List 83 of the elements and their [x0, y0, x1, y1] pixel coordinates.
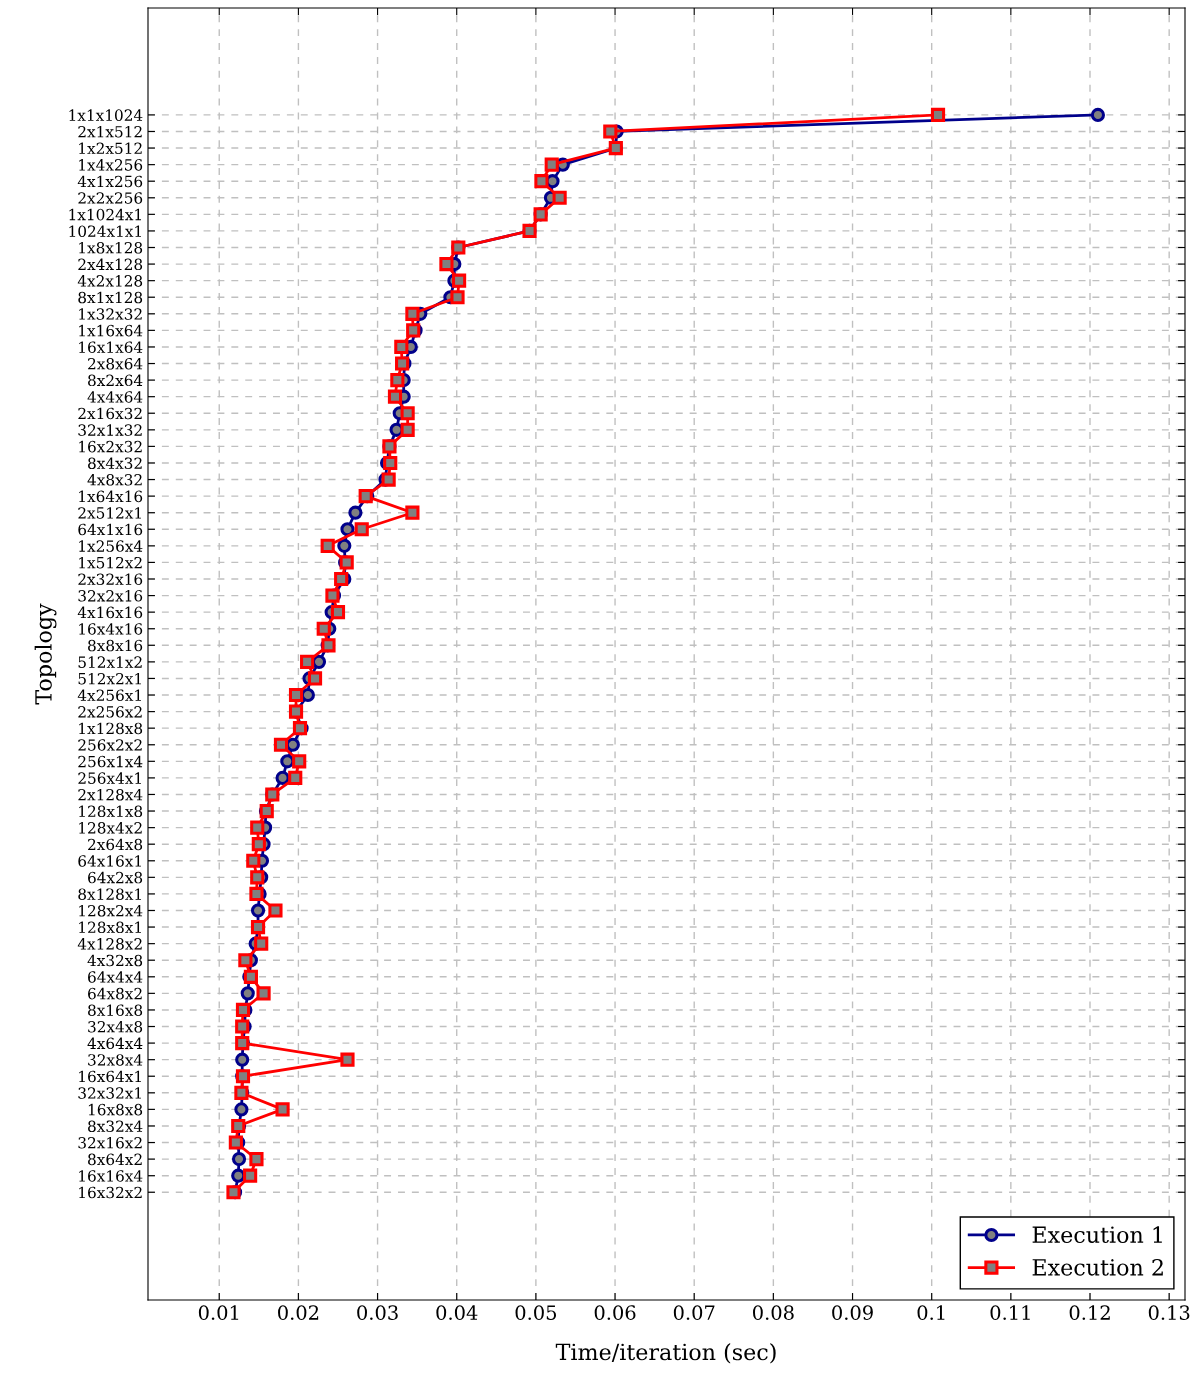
- y-tick-label: 128x1x8: [79, 805, 143, 818]
- y-tick-label: 4x16x16: [77, 606, 143, 619]
- x-tick-label: 0.11: [990, 1305, 1030, 1320]
- y-tick-label: 4x1x256: [77, 175, 143, 188]
- y-tick-label: 1x1x1024: [69, 109, 143, 121]
- x-tick-label: 0.07: [673, 1305, 715, 1320]
- y-tick-label: 1x32x32: [79, 308, 142, 320]
- y-tick-label: 128x8x1: [79, 921, 141, 934]
- y-tick-label: 2x128x4: [78, 788, 143, 801]
- x-tick-label: 0.1: [917, 1305, 945, 1320]
- y-tick-label: 4x128x2: [77, 938, 142, 950]
- x-tick-label: 0.06: [594, 1305, 636, 1320]
- y-tick-label: 256x1x4: [78, 755, 143, 768]
- x-axis-title: Time/iteration (sec): [555, 1343, 776, 1364]
- y-tick-label: 1x1024x1: [69, 208, 141, 221]
- y-tick-label: 128x4x2: [79, 822, 142, 834]
- y-axis-title: Topology: [34, 603, 57, 705]
- y-tick-label: 8x16x8: [88, 1004, 143, 1016]
- y-tick-label: 4x2x128: [77, 275, 143, 287]
- y-tick-label: 32x32x1: [78, 1087, 141, 1099]
- y-tick-label: 2x16x32: [78, 407, 142, 420]
- y-tick-label: 64x8x2: [88, 987, 142, 1000]
- legend-label: Execution 2: [1032, 1258, 1163, 1276]
- y-tick-label: 128x2x4: [79, 904, 143, 917]
- x-tick-label: 0.04: [436, 1305, 478, 1320]
- y-tick-label: 2x8x64: [88, 357, 143, 370]
- y-tick-label: 1x4x256: [79, 159, 143, 171]
- y-tick-label: 8x32x4: [88, 1120, 143, 1132]
- y-tick-label: 4x32x8: [87, 954, 143, 967]
- y-tick-label: 16x2x32: [79, 440, 142, 453]
- y-tick-label: 16x4x16: [79, 623, 143, 635]
- y-tick-label: 4x8x32: [87, 474, 142, 486]
- x-tick-label: 0.05: [515, 1305, 557, 1320]
- y-tick-label: 8x64x2: [88, 1153, 142, 1166]
- y-tick-label: 2x512x1: [78, 507, 141, 519]
- y-tick-label: 32x1x32: [78, 424, 142, 436]
- y-tick-label: 1x16x64: [79, 324, 143, 337]
- y-tick-label: 16x64x1: [79, 1070, 141, 1083]
- x-tick-label: 0.12: [1069, 1305, 1110, 1320]
- x-tick-label: 0.09: [832, 1305, 873, 1320]
- y-tick-label: 8x8x16: [88, 639, 143, 652]
- y-tick-label: 2x256x2: [78, 706, 142, 718]
- y-tick-label: 2x4x128: [78, 258, 143, 271]
- y-tick-label: 4x4x64: [87, 391, 143, 403]
- y-tick-label: 512x1x2: [78, 656, 142, 668]
- y-tick-label: 64x1x16: [78, 523, 143, 536]
- y-tick-label: 32x8x4: [88, 1054, 143, 1066]
- y-tick-label: 256x2x2: [78, 739, 142, 751]
- y-tick-label: 8x1x128: [78, 291, 143, 304]
- y-tick-label: 16x1x64: [79, 341, 143, 353]
- y-tick-label: 512x2x1: [78, 672, 141, 685]
- y-tick-label: 32x4x8: [88, 1020, 143, 1033]
- y-tick-label: 2x32x16: [78, 573, 143, 586]
- y-tick-label: 1x512x2: [79, 556, 142, 569]
- x-tick-label: 0.02: [278, 1305, 319, 1320]
- x-tick-label: 0.13: [1148, 1305, 1190, 1320]
- x-tick-label: 0.08: [753, 1305, 794, 1320]
- y-tick-label: 4x64x4: [87, 1037, 143, 1050]
- y-tick-label: 32x2x16: [78, 590, 143, 602]
- y-tick-label: 16x16x4: [79, 1170, 143, 1182]
- y-tick-label: 8x2x64: [88, 374, 143, 387]
- legend-label: Execution 1: [1032, 1226, 1162, 1244]
- y-tick-label: 1024x1x1: [69, 225, 141, 237]
- y-tick-label: 4x256x1: [77, 689, 141, 702]
- x-tick-label: 0.03: [357, 1305, 398, 1320]
- y-tick-label: 256x4x1: [78, 772, 141, 784]
- y-tick-label: 8x4x32: [88, 457, 142, 469]
- y-tick-label: 8x128x1: [78, 888, 141, 900]
- y-tick-label: 32x16x2: [78, 1137, 142, 1149]
- y-tick-label: 1x8x128: [79, 241, 143, 254]
- y-tick-label: 64x4x4: [88, 971, 143, 983]
- y-tick-label: 2x1x512: [78, 125, 142, 138]
- y-tick-label: 64x16x1: [78, 855, 141, 867]
- y-tick-label: 1x64x16: [79, 490, 143, 503]
- y-tick-label: 1x2x512: [79, 142, 142, 155]
- y-tick-label: 1x256x4: [79, 540, 143, 552]
- y-tick-label: 2x64x8: [88, 838, 143, 851]
- y-tick-label: 16x32x2: [79, 1186, 142, 1199]
- y-tick-label: 64x2x8: [88, 871, 143, 884]
- x-tick-label: 0.01: [198, 1305, 239, 1320]
- y-tick-label: 2x2x256: [78, 192, 143, 204]
- y-tick-label: 1x128x8: [79, 722, 143, 735]
- y-tick-label: 16x8x8: [88, 1103, 143, 1116]
